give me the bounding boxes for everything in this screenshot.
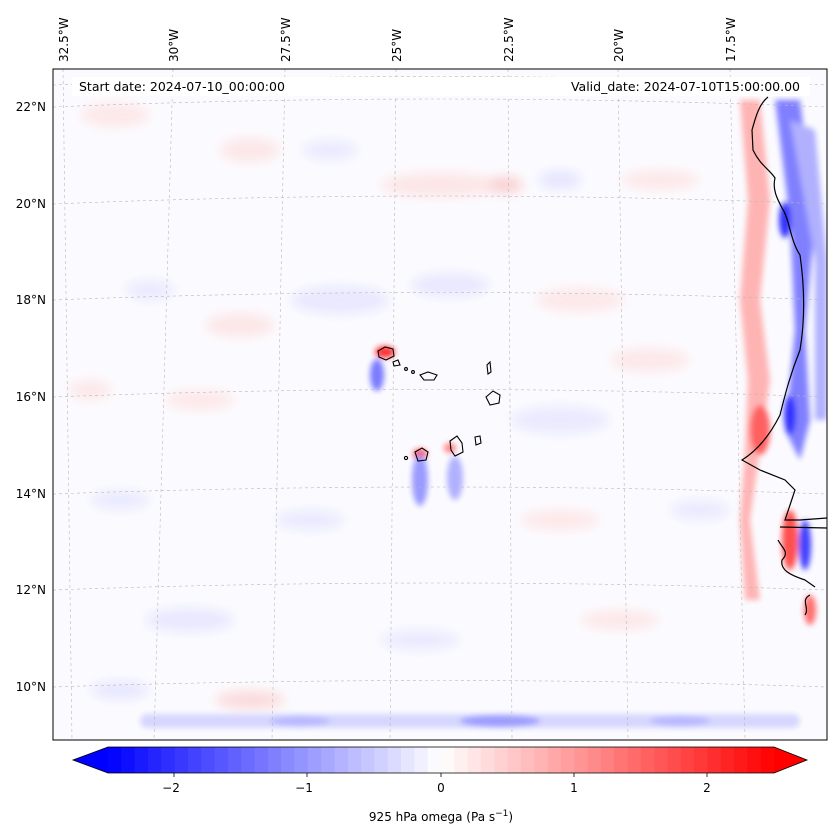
colorbar-segment	[254, 747, 269, 773]
colorbar-segment	[147, 747, 162, 773]
lon-label-17-5w: 17.5°W	[724, 17, 738, 62]
colorbar-segment	[414, 747, 429, 773]
colorbar-segment	[600, 747, 615, 773]
longitude-labels: 32.5°W 30°W 27.5°W 25°W 22.5°W 20°W 17.5…	[57, 17, 738, 62]
colorbar-segment	[374, 747, 389, 773]
africa-coastline	[740, 96, 827, 616]
colorbar-segment	[520, 747, 535, 773]
colorbar-segment	[427, 747, 442, 773]
lat-label-22n: 22°N	[16, 100, 46, 114]
start-date-label: Start date: 2024-07-10_00:00:00	[79, 79, 285, 94]
colorbar-segment	[734, 747, 748, 773]
map-frame	[52, 68, 828, 741]
colorbar-segment	[241, 747, 256, 773]
colorbar-segment	[507, 747, 522, 773]
colorbar-segment	[587, 747, 602, 773]
lon-label-20w: 20°W	[612, 29, 626, 62]
colorbar-segment	[187, 747, 202, 773]
colorbar-segment	[534, 747, 549, 773]
colorbar-segment	[174, 747, 189, 773]
date-info-box	[72, 77, 810, 96]
lat-label-10n: 10°N	[16, 680, 46, 694]
colorbar-segment	[694, 747, 708, 773]
colorbar-segment	[214, 747, 229, 773]
colorbar-segments	[108, 747, 775, 773]
colorbar-segment	[680, 747, 695, 773]
lat-label-18n: 18°N	[16, 293, 46, 307]
colorbar-segment	[467, 747, 482, 773]
lon-label-32-5w: 32.5°W	[57, 17, 71, 62]
colorbar-segment	[108, 747, 122, 773]
lon-label-27-5w: 27.5°W	[279, 17, 293, 62]
colorbar-segment	[747, 747, 762, 773]
colorbar-segment	[574, 747, 589, 773]
colorbar-segment	[201, 747, 216, 773]
lat-label-14n: 14°N	[16, 487, 46, 501]
colorbar: −2 −1 0 1 2 925 hPa omega (Pa s−1)	[71, 746, 809, 824]
colorbar-segment	[654, 747, 669, 773]
colorbar-tick-2: 2	[703, 781, 711, 795]
colorbar-ticks	[173, 773, 708, 777]
lat-label-16n: 16°N	[16, 390, 46, 404]
colorbar-segment	[494, 747, 509, 773]
colorbar-segment	[321, 747, 336, 773]
colorbar-segment	[334, 747, 349, 773]
latitude-labels: 22°N 20°N 18°N 16°N 14°N 12°N 10°N	[16, 100, 46, 694]
colorbar-segment	[307, 747, 322, 773]
colorbar-min-extend	[73, 747, 108, 773]
colorbar-segment	[267, 747, 282, 773]
colorbar-segment	[441, 747, 455, 773]
colorbar-segment	[361, 747, 375, 773]
colorbar-segment	[401, 747, 415, 773]
colorbar-tick-neg2: −2	[162, 781, 180, 795]
colorbar-segment	[760, 747, 775, 773]
cape-verde-islands	[377, 346, 501, 462]
colorbar-segment	[227, 747, 242, 773]
colorbar-segment	[454, 747, 469, 773]
colorbar-segment	[707, 747, 722, 773]
colorbar-segment	[134, 747, 149, 773]
colorbar-segment	[161, 747, 176, 773]
lat-label-12n: 12°N	[16, 583, 46, 597]
colorbar-segment	[281, 747, 296, 773]
colorbar-segment	[121, 747, 136, 773]
colorbar-segment	[560, 747, 575, 773]
colorbar-segment	[347, 747, 362, 773]
colorbar-outline	[71, 746, 809, 774]
colorbar-max-extend	[774, 747, 807, 773]
colorbar-segment	[627, 747, 642, 773]
colorbar-segment	[480, 747, 495, 773]
colorbar-tick-0: 0	[437, 781, 445, 795]
colorbar-label: 925 hPa omega (Pa s−1)	[369, 809, 513, 824]
lon-label-30w: 30°W	[167, 29, 181, 62]
valid-date-label: Valid_date: 2024-07-10T15:00:00.00	[571, 79, 800, 94]
colorbar-segment	[640, 747, 655, 773]
colorbar-segment	[294, 747, 309, 773]
lat-label-20n: 20°N	[16, 197, 46, 211]
colorbar-tick-1: 1	[570, 781, 578, 795]
colorbar-segment	[547, 747, 562, 773]
colorbar-segment	[720, 747, 735, 773]
lon-label-22-5w: 22.5°W	[502, 17, 516, 62]
colorbar-segment	[614, 747, 629, 773]
colorbar-segment	[387, 747, 402, 773]
colorbar-segment	[667, 747, 682, 773]
colorbar-tick-neg1: −1	[295, 781, 313, 795]
lon-label-25w: 25°W	[390, 29, 404, 62]
